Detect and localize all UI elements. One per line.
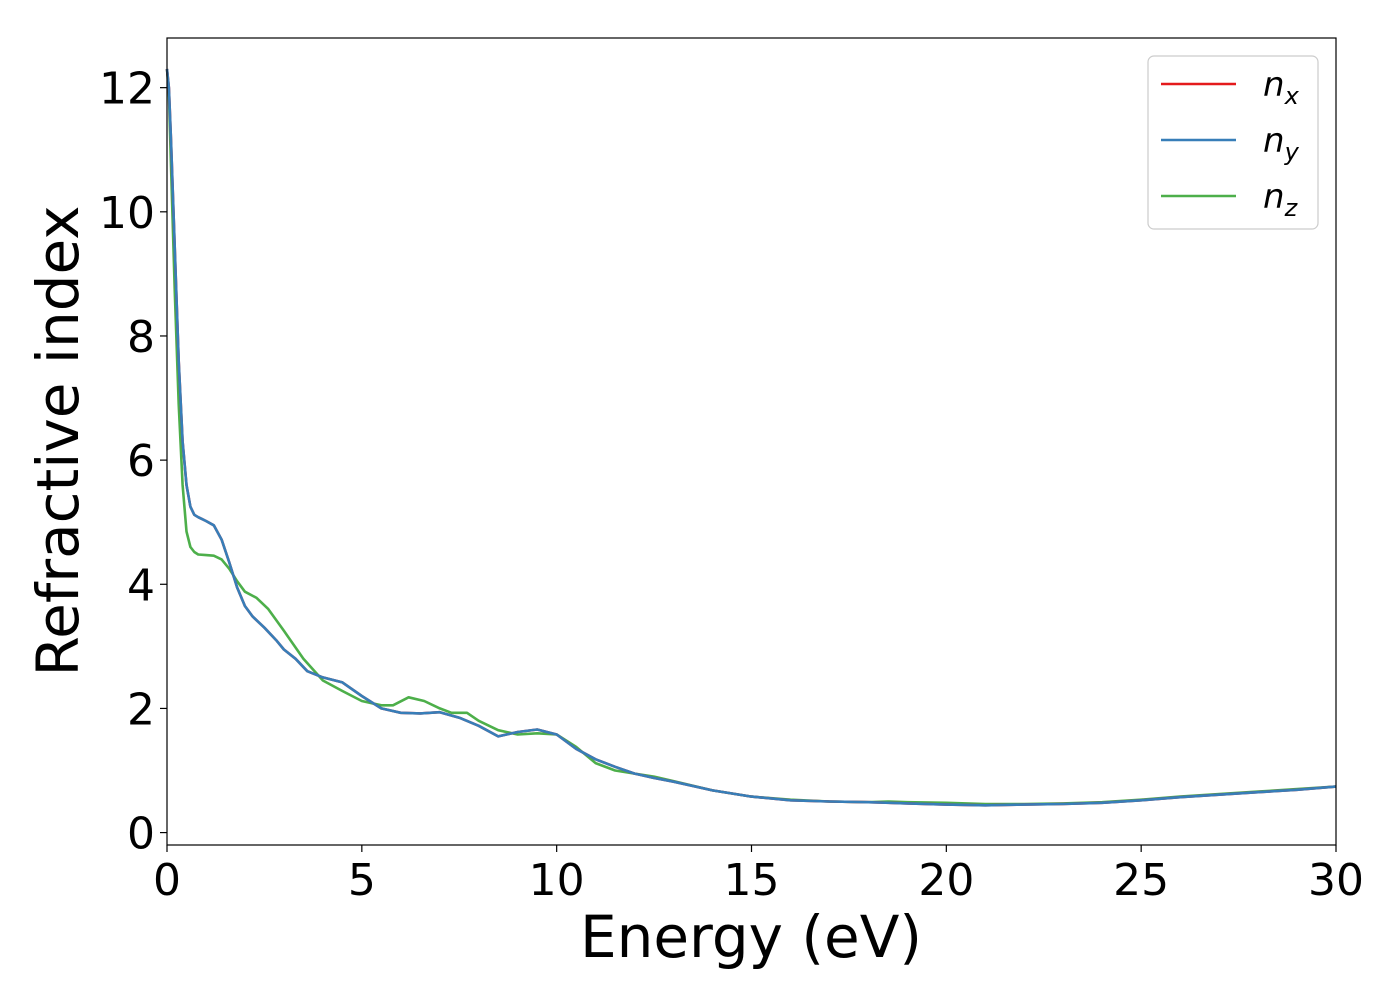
legend-box: [1147, 55, 1319, 230]
y-tick-label: 10: [99, 188, 155, 239]
y-tick-label: 2: [127, 684, 155, 735]
x-tick-label: 10: [529, 855, 585, 906]
x-tick-label: 15: [724, 855, 780, 906]
legend-label-nx: nx: [1263, 65, 1300, 110]
y-tick-label: 12: [99, 64, 155, 115]
y-axis-ticks: 0 2 4 6 8 10 12: [99, 64, 167, 860]
x-tick-label: 5: [348, 855, 376, 906]
legend-label-nz: nz: [1263, 177, 1299, 222]
series-line-ny: [165, 68, 1337, 807]
x-tick-label: 20: [918, 855, 974, 906]
x-tick-label: 0: [153, 855, 181, 906]
y-tick-label: 0: [127, 809, 155, 860]
legend: nx ny nz: [1147, 55, 1319, 230]
y-axis-title: Refractive index: [24, 205, 92, 676]
x-tick-label: 25: [1113, 855, 1169, 906]
x-axis-title: Energy (eV): [580, 903, 922, 971]
legend-label-ny: ny: [1263, 121, 1300, 166]
y-tick-label: 6: [127, 436, 155, 487]
y-tick-label: 8: [127, 312, 155, 363]
series-line-nz: [165, 68, 1337, 806]
series-layer: [165, 68, 1337, 807]
x-axis-ticks: 0 5 10 15 20 25 30: [153, 845, 1364, 906]
x-tick-label: 30: [1308, 855, 1364, 906]
y-tick-label: 4: [127, 560, 155, 611]
